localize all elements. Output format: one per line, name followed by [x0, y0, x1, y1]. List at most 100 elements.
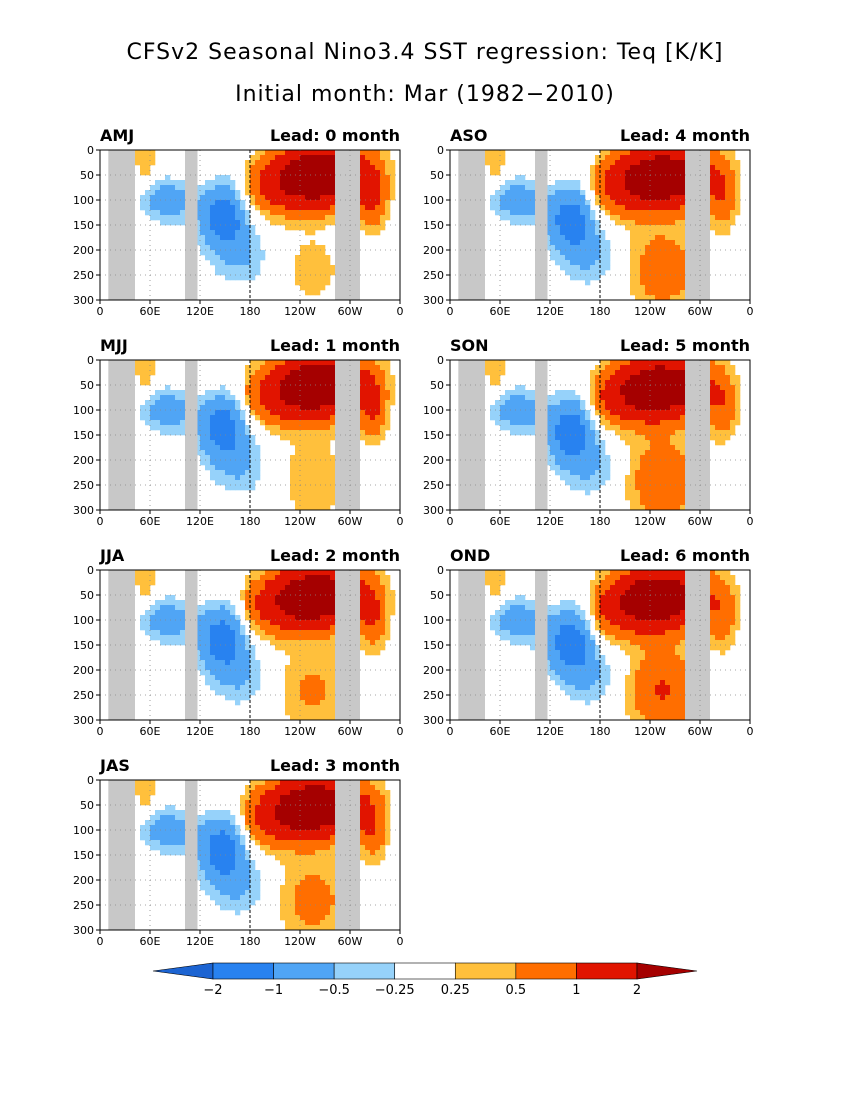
field-cell — [305, 440, 311, 446]
field-cell — [280, 805, 286, 811]
field-cell — [310, 835, 316, 841]
field-cell — [315, 585, 321, 591]
field-cell — [670, 295, 676, 301]
field-cell — [555, 400, 561, 406]
field-cell — [645, 250, 651, 256]
field-cell — [225, 885, 231, 891]
field-cell — [160, 825, 166, 831]
field-cell — [530, 390, 536, 396]
field-cell — [270, 155, 276, 161]
field-cell — [210, 625, 216, 631]
field-cell — [320, 655, 326, 661]
field-cell — [570, 230, 576, 236]
field-cell — [315, 850, 321, 856]
field-cell — [295, 265, 301, 271]
field-cell — [590, 380, 596, 386]
field-cell — [530, 215, 536, 221]
field-cell — [220, 455, 226, 461]
field-cell — [520, 175, 526, 181]
x-tick-label: 0 — [397, 305, 404, 318]
field-cell — [375, 360, 381, 366]
field-cell — [370, 795, 376, 801]
field-cell — [375, 155, 381, 161]
field-cell — [320, 705, 326, 711]
field-cell — [150, 420, 156, 426]
field-cell — [285, 155, 291, 161]
field-cell — [300, 895, 306, 901]
field-cell — [285, 870, 291, 876]
field-cell — [630, 285, 636, 291]
field-cell — [485, 155, 491, 161]
x-tick-label: 180 — [240, 725, 261, 738]
field-cell — [230, 695, 236, 701]
field-cell — [265, 190, 271, 196]
field-cell — [285, 900, 291, 906]
field-cell — [260, 175, 266, 181]
field-cell — [300, 680, 306, 686]
field-cell — [230, 605, 236, 611]
field-cell — [250, 600, 256, 606]
field-cell — [360, 605, 366, 611]
field-cell — [275, 640, 281, 646]
field-cell — [170, 810, 176, 816]
field-cell — [195, 420, 201, 426]
field-cell — [585, 230, 591, 236]
field-cell — [255, 240, 261, 246]
field-cell — [220, 395, 226, 401]
field-cell — [655, 275, 661, 281]
field-cell — [265, 615, 271, 621]
field-cell — [360, 425, 366, 431]
field-cell — [320, 910, 326, 916]
field-cell — [230, 220, 236, 226]
field-cell — [205, 865, 211, 871]
field-cell — [320, 425, 326, 431]
field-cell — [565, 395, 571, 401]
field-cell — [570, 265, 576, 271]
field-cell — [370, 600, 376, 606]
field-cell — [270, 425, 276, 431]
field-cell — [250, 595, 256, 601]
field-cell — [310, 810, 316, 816]
field-cell — [285, 695, 291, 701]
field-cell — [365, 850, 371, 856]
field-cell — [175, 430, 181, 436]
field-cell — [375, 580, 381, 586]
field-cell — [330, 220, 336, 226]
field-cell — [260, 255, 266, 261]
field-cell — [375, 395, 381, 401]
field-cell — [490, 170, 496, 176]
field-cell — [215, 445, 221, 451]
field-cell — [620, 190, 626, 196]
field-cell — [220, 820, 226, 826]
field-cell — [310, 245, 316, 251]
field-cell — [305, 885, 311, 891]
field-cell — [565, 390, 571, 396]
field-cell — [510, 405, 516, 411]
field-cell — [655, 165, 661, 171]
field-cell — [370, 190, 376, 196]
field-cell — [675, 175, 681, 181]
field-cell — [725, 210, 731, 216]
field-cell — [295, 840, 301, 846]
field-cell — [305, 865, 311, 871]
field-cell — [580, 255, 586, 261]
field-cell — [285, 895, 291, 901]
field-cell — [260, 800, 266, 806]
field-cell — [315, 695, 321, 701]
field-cell — [310, 685, 316, 691]
field-cell — [385, 200, 391, 206]
field-cell — [330, 425, 336, 431]
field-cell — [195, 210, 201, 216]
field-cell — [290, 860, 296, 866]
field-cell — [230, 415, 236, 421]
field-cell — [280, 630, 286, 636]
field-cell — [360, 785, 366, 791]
field-cell — [635, 165, 641, 171]
field-cell — [320, 600, 326, 606]
field-cell — [375, 845, 381, 851]
field-cell — [200, 645, 206, 651]
field-cell — [220, 435, 226, 441]
field-cell — [625, 200, 631, 206]
field-cell — [235, 450, 241, 456]
